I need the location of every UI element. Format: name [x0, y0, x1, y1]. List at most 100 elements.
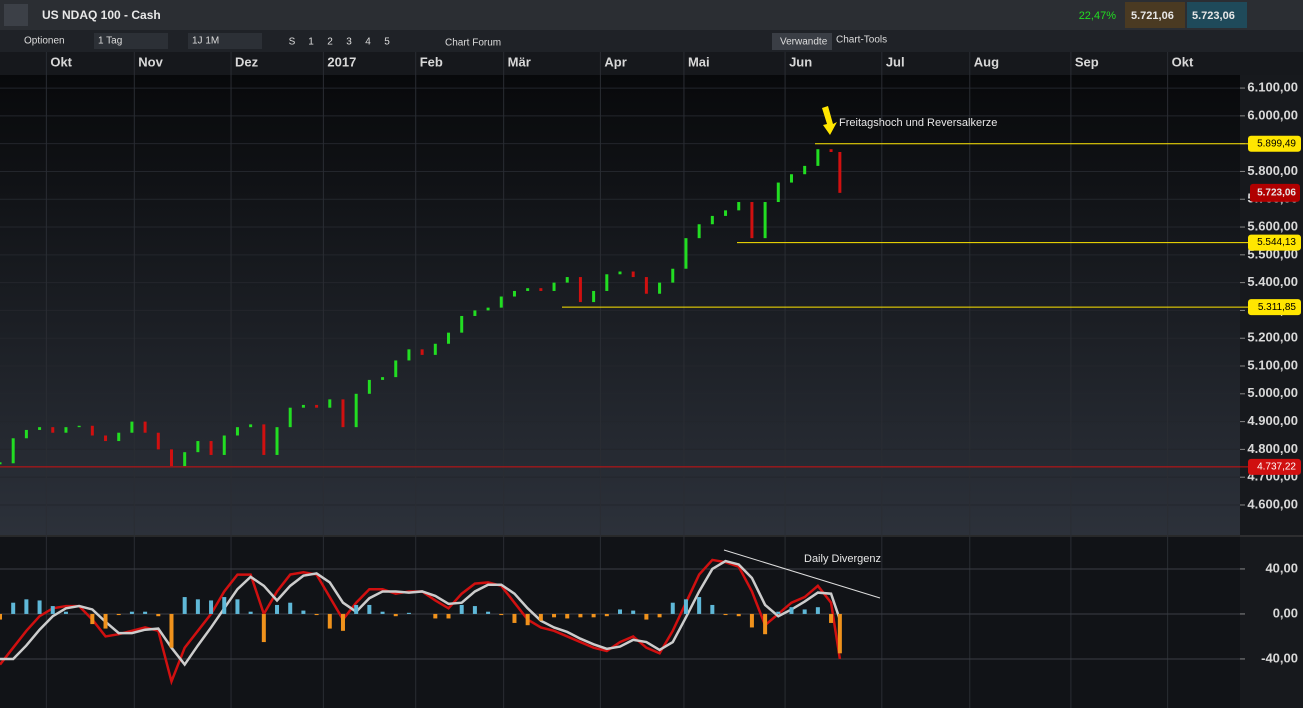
candle [671, 268, 675, 283]
forum[interactable]: Chart Forum [445, 38, 501, 49]
x-tick-label: Mär [508, 54, 531, 69]
candle [658, 282, 662, 294]
histogram-bar [618, 609, 622, 614]
bid: 5.721,06 [1131, 10, 1174, 22]
histogram-bar [116, 613, 121, 616]
x-tick-label: Apr [604, 54, 626, 69]
histogram-bar [301, 610, 306, 614]
y-tick-label: 5.600,00 [1247, 218, 1298, 233]
candle [578, 277, 582, 303]
histogram-bar [538, 613, 543, 621]
toolbar-button[interactable]: 1 [308, 37, 314, 48]
candle [789, 174, 793, 183]
histogram-bar [763, 613, 768, 635]
histogram-bar [209, 600, 214, 614]
histogram-bar [169, 613, 174, 648]
candle [486, 307, 490, 311]
menu-button[interactable] [4, 4, 28, 26]
candle [433, 343, 437, 355]
candle [512, 290, 516, 297]
x-tick-label: Jul [886, 54, 905, 69]
level-box [1248, 234, 1301, 251]
candle [249, 424, 253, 428]
candle [38, 427, 42, 430]
histogram-bar [367, 604, 372, 614]
histogram-bar [670, 602, 675, 614]
candle [367, 379, 371, 394]
candle [156, 432, 160, 450]
y-tick-label: 4.900,00 [1247, 413, 1298, 428]
toolbar-button[interactable]: 3 [346, 37, 352, 48]
histogram-bar [275, 604, 280, 614]
candle [829, 149, 833, 152]
y-tick-label: 5.200,00 [1247, 330, 1298, 345]
histogram-bar [288, 602, 293, 614]
histogram-bar [340, 613, 345, 631]
candle [196, 441, 200, 453]
last-price-label: 5.723,06 [1257, 187, 1296, 198]
time-axis [0, 52, 1303, 75]
toolbar-button[interactable]: 2 [327, 37, 333, 48]
candle [64, 427, 68, 433]
histogram-bar [63, 611, 68, 614]
x-tick-label: 2017 [327, 54, 356, 69]
histogram-bar [472, 606, 477, 614]
histogram-bar [565, 613, 570, 619]
interval: 1 Tag [98, 36, 122, 47]
y-tick-label: 5.000,00 [1247, 385, 1298, 400]
title-bar [0, 0, 1303, 30]
last-price-box [1250, 183, 1300, 202]
candle [77, 425, 81, 428]
histogram-bar [433, 613, 438, 619]
x-tick-label: Dez [235, 54, 259, 69]
candle [235, 427, 239, 436]
histogram-bar [248, 611, 253, 614]
range-select[interactable] [188, 33, 262, 49]
ask: 5.723,06 [1192, 10, 1235, 22]
bid-box[interactable] [1125, 2, 1185, 28]
toolbar-button[interactable]: 4 [365, 37, 371, 48]
candle [565, 277, 569, 283]
histogram-bar [723, 613, 728, 616]
candle [776, 182, 780, 203]
histogram-bar [578, 613, 583, 618]
price-panel [0, 75, 1240, 535]
candle [631, 271, 635, 278]
histogram-bar [380, 611, 385, 614]
histogram-bar [103, 613, 108, 629]
histogram-bar [486, 611, 491, 614]
candle [684, 238, 688, 269]
histogram-bar [354, 604, 359, 614]
histogram-bar [195, 599, 200, 614]
histogram-bar [552, 613, 557, 618]
options[interactable]: Optionen [24, 36, 65, 47]
histogram-bar [156, 613, 161, 617]
candle [354, 393, 358, 428]
y-tick-label: 0,00 [1273, 605, 1298, 620]
candle [275, 427, 279, 455]
value-axis [1240, 75, 1303, 708]
toolbar-button[interactable]: 5 [384, 37, 390, 48]
x-tick-label: Okt [1172, 54, 1194, 69]
histogram-bar [50, 606, 55, 614]
tools[interactable]: Chart-Tools [836, 35, 887, 46]
candle [130, 421, 134, 433]
toolbar-button[interactable]: S [289, 37, 296, 48]
histogram-bar [736, 613, 741, 617]
y-tick-label: 5.400,00 [1247, 274, 1298, 289]
histogram-bar [525, 613, 530, 626]
level-box [1248, 135, 1301, 152]
ask-box[interactable] [1187, 2, 1247, 28]
histogram-bar [604, 613, 609, 617]
change: 22,47% [1079, 10, 1117, 22]
related-button[interactable] [772, 33, 832, 50]
candle [710, 215, 714, 225]
histogram-bar [11, 602, 16, 614]
x-tick-label: Okt [50, 54, 72, 69]
histogram-bar [829, 613, 834, 623]
y-tick-label: 6.100,00 [1247, 80, 1298, 95]
histogram-bar [749, 613, 754, 628]
histogram-bar [459, 604, 464, 614]
interval-select[interactable] [94, 33, 168, 49]
